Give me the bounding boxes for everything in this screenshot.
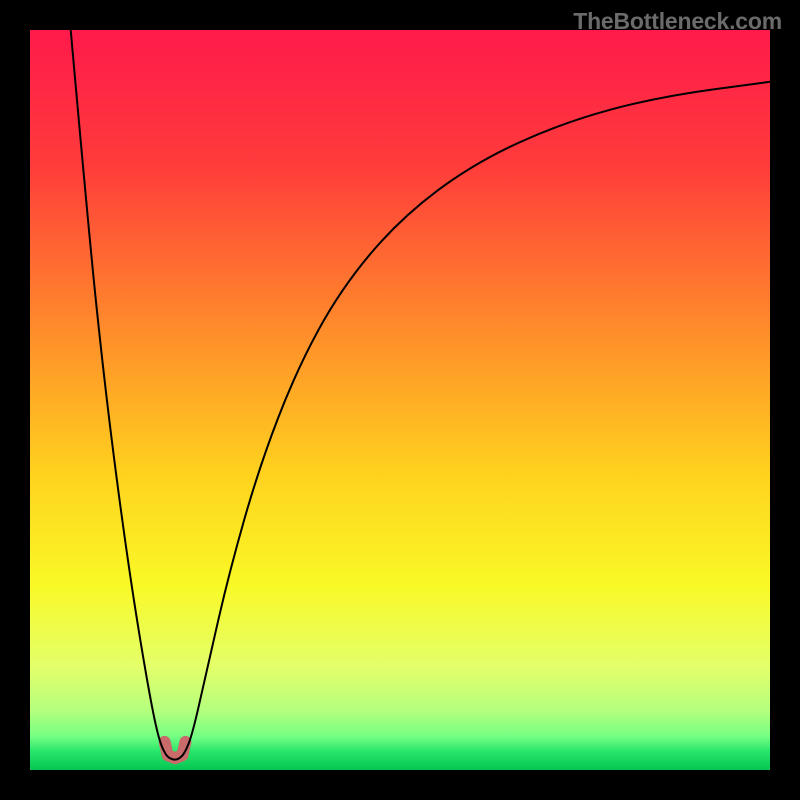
chart-svg (30, 30, 770, 770)
outer-frame: TheBottleneck.com (0, 0, 800, 800)
watermark-text: TheBottleneck.com (573, 8, 782, 35)
plot-area (30, 30, 770, 770)
gradient-background (30, 30, 770, 770)
